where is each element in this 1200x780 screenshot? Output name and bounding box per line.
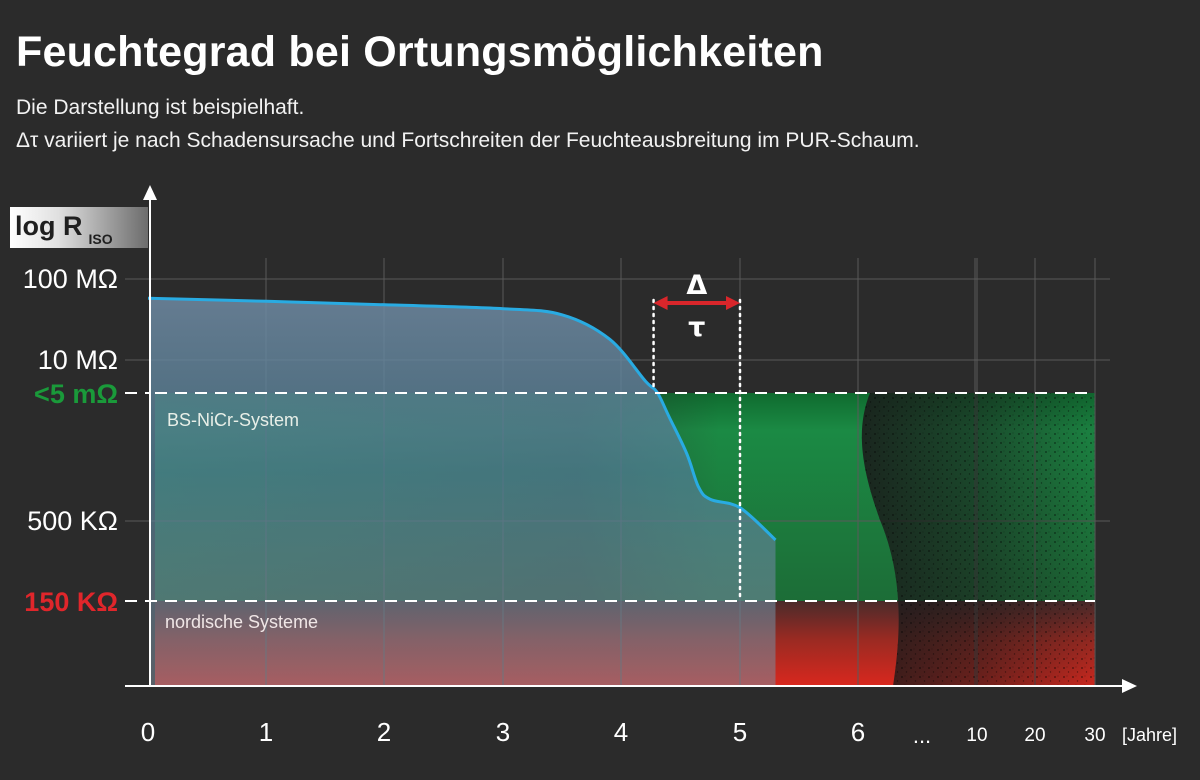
threshold-label: 150 KΩ — [24, 587, 118, 617]
curve-line — [147, 296, 777, 542]
x-tick-label: 6 — [851, 717, 865, 747]
x-axis-unit-label: [Jahre] — [1122, 725, 1177, 745]
x-tick-label: 2 — [377, 717, 391, 747]
axes — [125, 185, 1137, 693]
x-tick-label: 1 — [259, 717, 273, 747]
y-axis-label-badge: log R ISO — [10, 207, 148, 248]
x-tick-label: 20 — [1024, 725, 1045, 746]
x-tick-label: ... — [913, 723, 931, 748]
x-tick-labels: 0 1 2 3 4 5 6... 10 20 30 — [141, 717, 1106, 748]
delta-tau-annotation: Δτ — [652, 270, 742, 600]
y-axis-label-main: log R — [15, 211, 83, 241]
subtitle-line-2: Δτ variiert je nach Schadensursache und … — [16, 129, 920, 152]
x-axis-arrow — [1122, 679, 1137, 693]
delta-tau-arrowhead — [653, 296, 668, 310]
y-tick-label: 500 KΩ — [27, 506, 118, 536]
y-tick-label: 100 MΩ — [23, 264, 118, 294]
region-label-bs-nicr: BS-NiCr-System — [167, 410, 299, 430]
page-title: Feuchtegrad bei Ortungsmöglichkeiten — [16, 28, 824, 76]
threshold-lines — [125, 392, 1095, 602]
x-tick-label: 5 — [733, 717, 747, 747]
delta-label: Δ — [686, 270, 707, 301]
y-axis-label-sub: ISO — [88, 231, 113, 247]
region-label-nordisch: nordische Systeme — [165, 612, 318, 632]
x-tick-label: 30 — [1084, 725, 1105, 746]
y-axis-arrow — [143, 185, 157, 200]
curve-area — [148, 298, 776, 686]
dark-dotted-zone — [861, 393, 1095, 686]
x-tick-label: 10 — [966, 725, 987, 746]
x-tick-label: 0 — [141, 717, 155, 747]
x-tick-label: 3 — [496, 717, 510, 747]
delta-tau-arrowhead — [726, 296, 740, 310]
tau-label: τ — [688, 312, 705, 343]
x-tick-label: 4 — [614, 717, 628, 747]
y-tick-label: 10 MΩ — [38, 345, 118, 375]
y-tick-labels: 100 MΩ 10 MΩ 500 KΩ <5 mΩ 150 KΩ — [23, 264, 118, 617]
subtitle-line-1: Die Darstellung ist beispielhaft. — [16, 96, 305, 119]
threshold-label: <5 mΩ — [34, 379, 118, 409]
